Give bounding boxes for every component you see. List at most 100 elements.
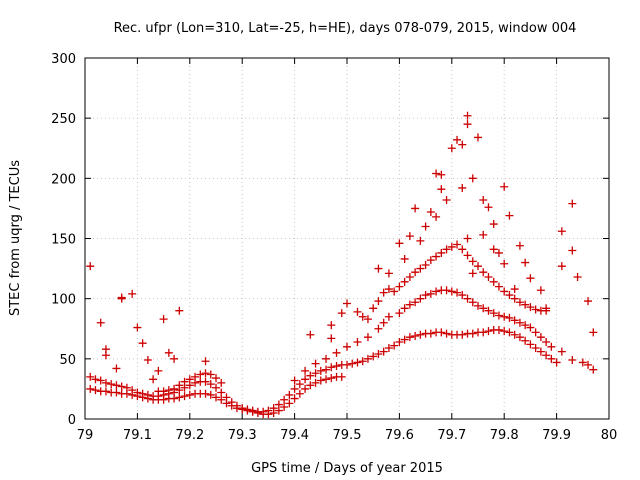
data-point xyxy=(159,395,168,404)
data-point xyxy=(489,309,498,318)
data-point xyxy=(212,383,220,392)
data-point xyxy=(484,306,493,315)
data-point xyxy=(384,269,393,278)
data-point xyxy=(112,381,121,390)
data-point xyxy=(405,232,414,241)
data-point xyxy=(306,371,315,380)
data-point xyxy=(86,372,95,381)
data-point xyxy=(447,144,456,153)
data-point xyxy=(280,395,289,404)
data-point xyxy=(374,324,383,333)
y-tick-label: 200 xyxy=(51,172,76,187)
data-point xyxy=(353,307,362,316)
data-point xyxy=(468,257,477,266)
data-point xyxy=(458,291,467,300)
data-point xyxy=(285,390,294,399)
data-point xyxy=(306,330,315,339)
data-point xyxy=(117,382,126,391)
data-point xyxy=(568,356,577,365)
data-point xyxy=(573,273,582,282)
data-point xyxy=(500,312,509,321)
x-tick-label: 79.2 xyxy=(175,428,204,443)
data-point xyxy=(500,327,509,336)
data-point xyxy=(531,305,540,314)
data-point xyxy=(290,376,299,385)
data-point xyxy=(568,246,577,255)
data-point xyxy=(447,287,456,296)
grid-lines xyxy=(85,58,609,419)
data-point xyxy=(536,347,545,356)
data-point xyxy=(170,394,179,403)
data-point xyxy=(285,399,294,408)
data-point xyxy=(521,258,530,267)
data-point xyxy=(426,256,435,265)
data-point xyxy=(552,358,561,367)
data-point xyxy=(295,380,304,389)
data-point xyxy=(479,328,488,337)
data-point xyxy=(112,364,121,373)
data-point xyxy=(500,259,509,268)
data-point xyxy=(531,328,540,337)
data-point xyxy=(510,330,519,339)
y-tick-label: 50 xyxy=(59,353,76,368)
data-point xyxy=(353,337,362,346)
data-point xyxy=(138,393,147,402)
data-point xyxy=(217,395,226,404)
data-point xyxy=(453,240,462,249)
chart-title: Rec. ufpr (Lon=310, Lat=-25, h=HE), days… xyxy=(114,21,577,36)
data-point xyxy=(363,315,372,324)
data-point xyxy=(185,390,194,399)
data-point xyxy=(442,286,451,295)
data-point xyxy=(463,111,472,120)
data-point xyxy=(479,195,488,204)
data-point xyxy=(206,390,215,399)
data-point xyxy=(421,260,430,269)
data-point xyxy=(222,399,231,408)
data-point xyxy=(437,328,446,337)
data-point xyxy=(311,359,320,368)
data-point xyxy=(248,407,257,416)
data-point xyxy=(170,354,179,363)
data-point xyxy=(180,392,189,401)
data-point xyxy=(91,386,100,395)
data-point xyxy=(494,311,503,320)
data-point xyxy=(128,289,137,298)
data-point xyxy=(411,268,420,277)
data-point xyxy=(494,282,503,291)
data-point xyxy=(107,380,116,389)
data-point xyxy=(243,406,252,415)
data-point xyxy=(395,282,404,291)
data-point xyxy=(411,298,420,307)
data-point xyxy=(416,330,425,339)
data-point xyxy=(112,388,121,397)
y-tick-label: 300 xyxy=(51,52,76,67)
data-point xyxy=(379,318,388,327)
data-point xyxy=(494,248,503,257)
x-tick-label: 79.5 xyxy=(333,428,362,443)
data-point xyxy=(217,388,226,397)
data-point xyxy=(405,333,414,342)
data-point xyxy=(311,378,320,387)
data-point xyxy=(175,393,184,402)
data-point xyxy=(547,342,556,351)
data-point xyxy=(458,140,467,149)
data-point xyxy=(353,358,362,367)
data-point xyxy=(206,380,215,389)
data-point xyxy=(306,381,315,390)
data-point xyxy=(432,252,441,261)
data-point xyxy=(274,406,283,415)
data-point xyxy=(510,316,519,325)
data-point xyxy=(426,329,435,338)
data-point xyxy=(201,369,210,378)
data-point xyxy=(484,203,493,212)
data-point xyxy=(290,394,299,403)
data-point xyxy=(489,277,498,286)
y-tick-label: 150 xyxy=(51,233,76,248)
data-point xyxy=(526,274,535,283)
plot-frame xyxy=(84,57,610,420)
data-point xyxy=(515,298,524,307)
data-point xyxy=(432,287,441,296)
data-point xyxy=(390,341,399,350)
data-point xyxy=(421,222,430,231)
